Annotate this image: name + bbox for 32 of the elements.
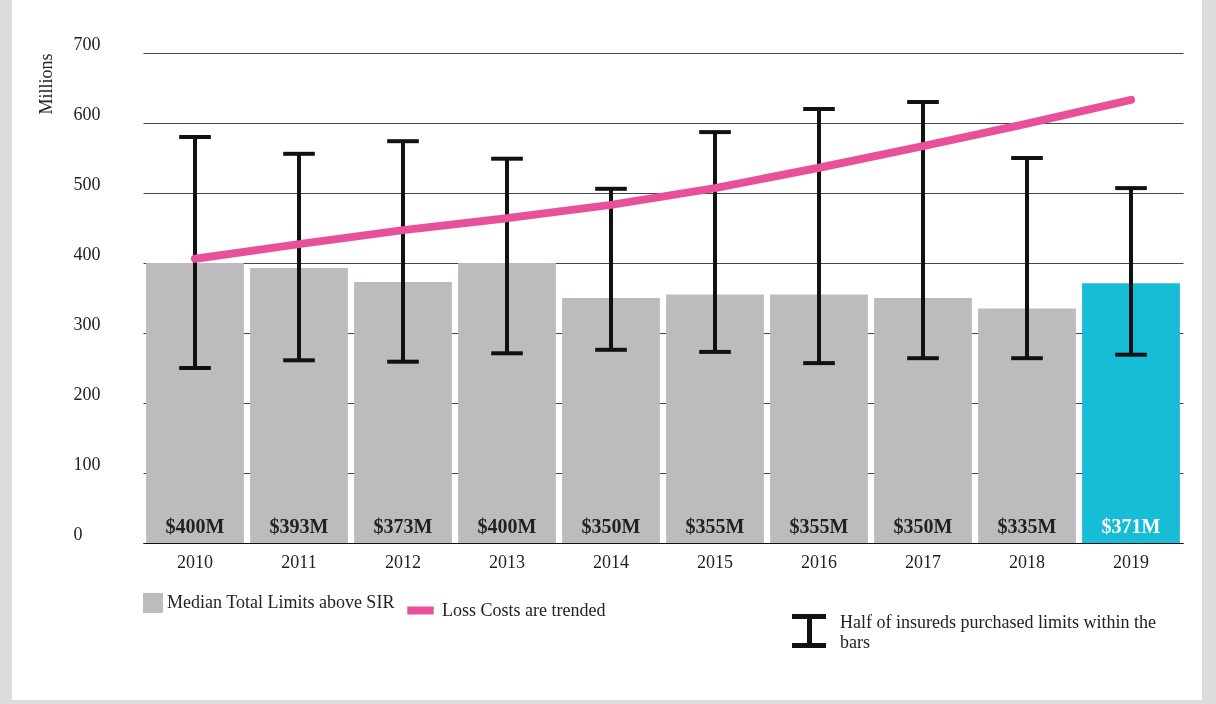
y-tick-label: 400 [73,243,101,264]
x-tick-label: 2010 [177,551,213,572]
y-tick-label: 600 [73,103,101,124]
legend-label: Median Total Limits above SIR [167,592,395,612]
data-label: $371M [1101,515,1161,537]
data-label: $400M [477,515,537,537]
y-tick-label: 0 [73,523,83,544]
data-label: $373M [373,515,433,537]
data-label: $393M [269,515,329,537]
y-tick-label: 200 [73,383,101,404]
data-label: $400M [165,515,225,537]
data-label: $355M [789,515,849,537]
x-tick-label: 2017 [905,551,941,572]
x-tick-label: 2012 [385,551,421,572]
legend-label: Loss Costs are trended [442,599,606,620]
x-tick-label: 2013 [489,551,525,572]
y-tick-label: 300 [73,313,101,334]
text: Half of insureds purchased limits within the bars [840,612,1157,652]
y-tick-label: 700 [73,33,101,54]
y-tick-label: 100 [73,453,101,474]
x-tick-label: 2011 [281,551,317,572]
data-label: $355M [685,515,745,537]
x-tick-label: 2015 [697,551,733,572]
data-label: $335M [997,515,1057,537]
x-tick-label: 2019 [1113,551,1149,572]
y-tick-label: 500 [73,173,101,194]
x-tick-label: 2014 [593,551,629,572]
x-tick-label: 2016 [801,551,837,572]
x-tick-label: 2018 [1009,551,1045,572]
data-label: $350M [581,515,641,537]
y-axis-title: Millions [35,53,56,115]
data-label: $350M [893,515,953,537]
